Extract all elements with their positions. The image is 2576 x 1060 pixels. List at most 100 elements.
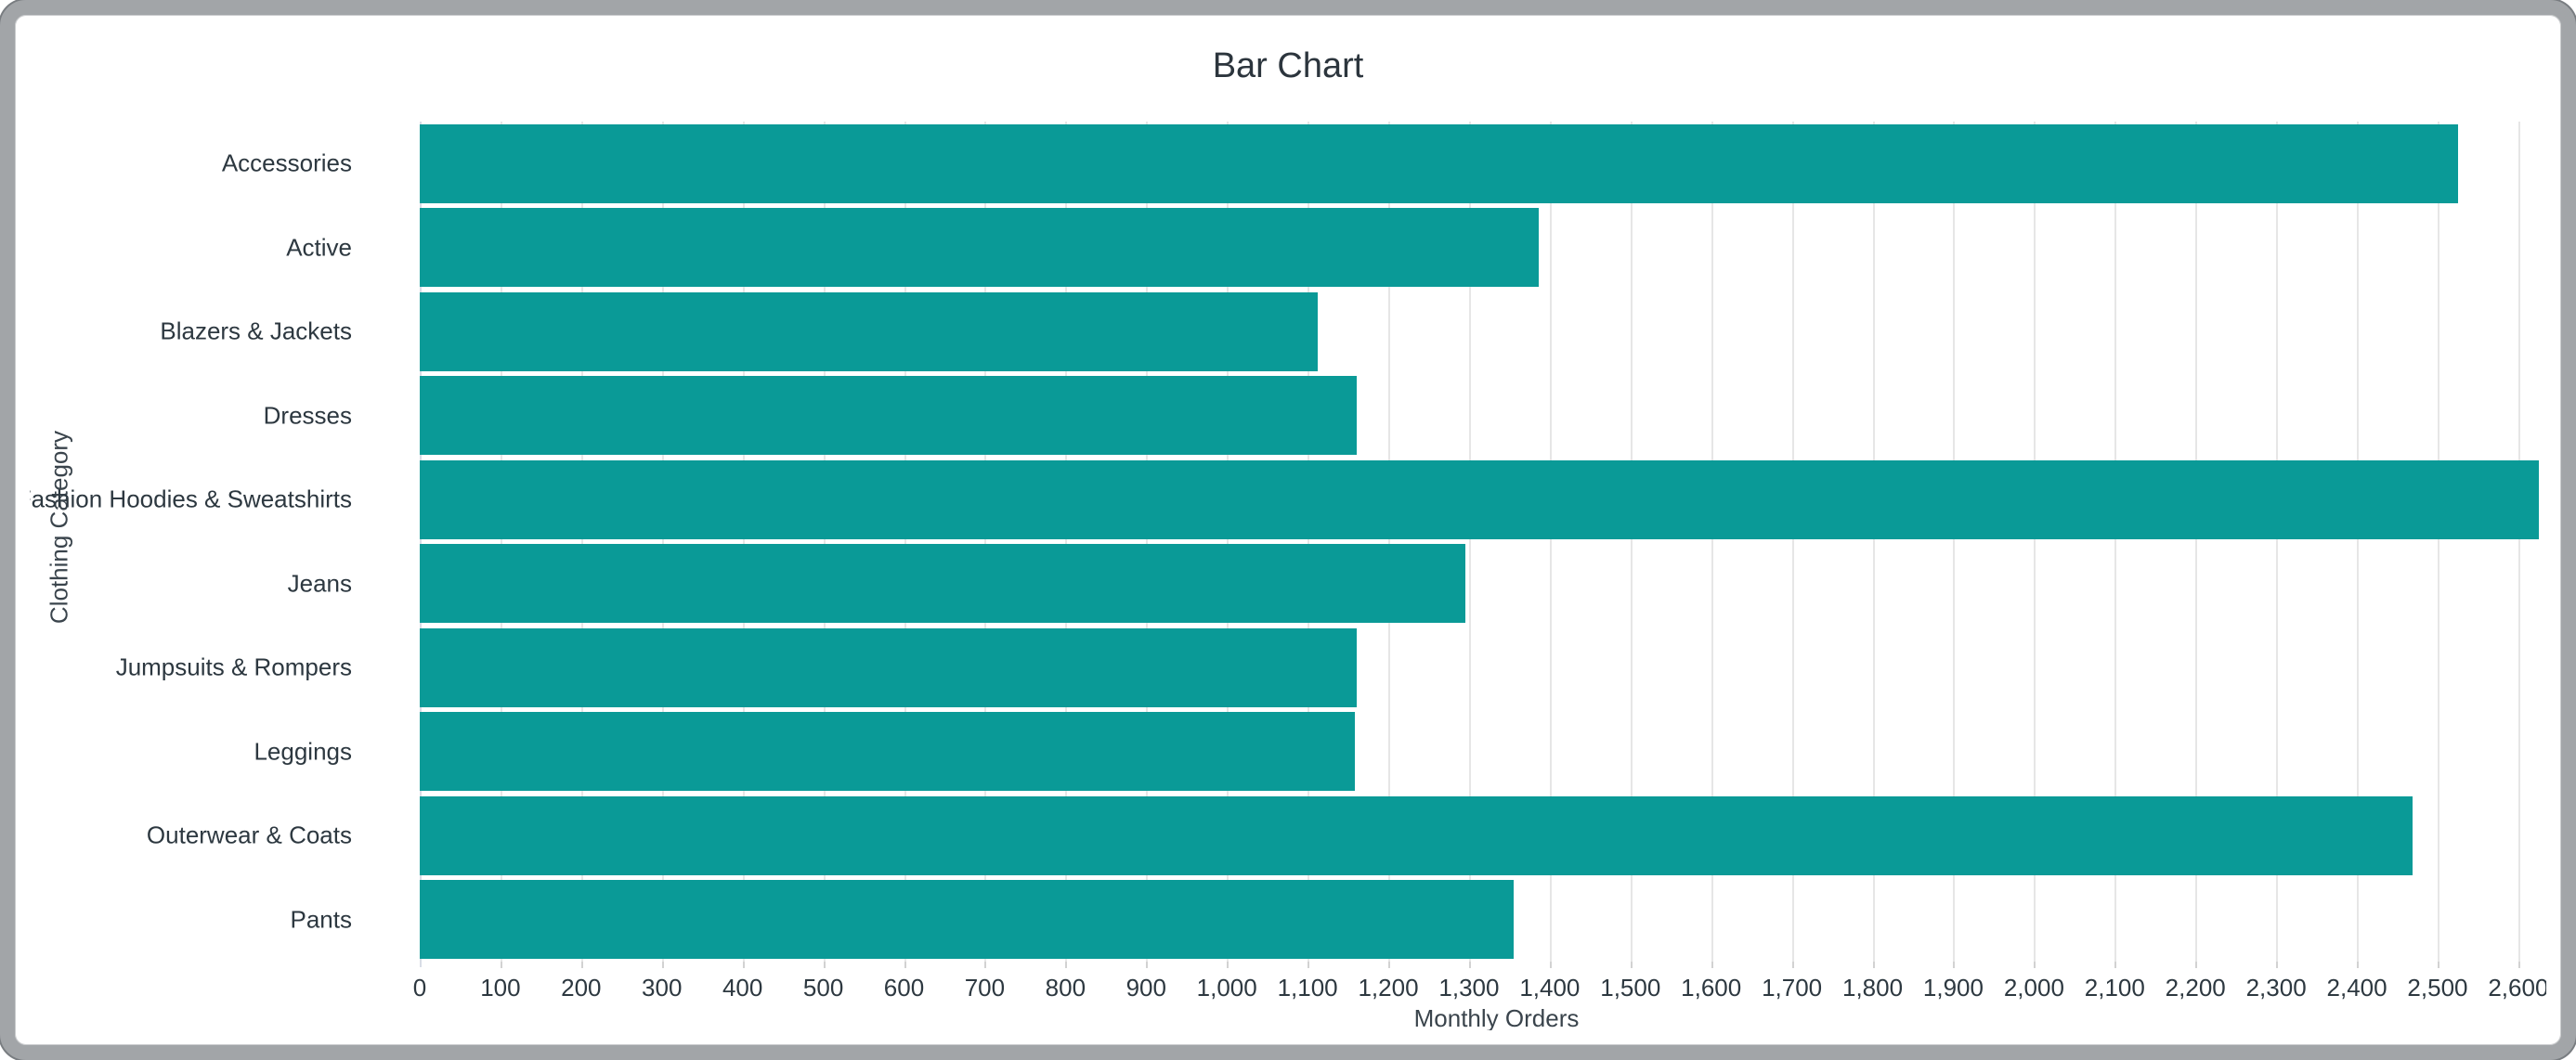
x-tick-mark [2114, 962, 2117, 968]
x-tick-mark [2517, 962, 2520, 968]
gridline [2437, 122, 2439, 962]
x-tick-label: 0 [412, 974, 427, 1002]
x-tick-label: 1,200 [1358, 974, 1419, 1002]
bar-jeans [420, 544, 1465, 624]
x-tick-mark [984, 962, 987, 968]
x-tick-label: 1,000 [1196, 974, 1257, 1002]
bar-active [420, 208, 1539, 288]
x-tick-mark [1711, 962, 1713, 968]
x-tick-mark [1227, 962, 1229, 968]
x-tick-mark [1549, 962, 1552, 968]
x-tick-label: 2,300 [2245, 974, 2307, 1002]
x-tick-label: 2,100 [2084, 974, 2145, 1002]
x-tick-label: 900 [1125, 974, 1166, 1002]
bar-fashion-hoodies-sweatshirts [420, 459, 2540, 539]
x-tick-label: 2,200 [2165, 974, 2226, 1002]
bar-pants [420, 880, 1514, 960]
x-tick-mark [2437, 962, 2439, 968]
x-tick-mark [661, 962, 664, 968]
gridline [2276, 122, 2279, 962]
bar-dresses [420, 376, 1358, 456]
bar-outerwear-coats [420, 795, 2413, 875]
x-tick-label: 1,300 [1438, 974, 1500, 1002]
x-axis-title: Monthly Orders [1413, 1004, 1580, 1030]
x-tick-label: 1,500 [1600, 974, 1661, 1002]
bar-chart: Bar Chart 0 100 200 300 400 500 600 700 800 900 1,… [30, 30, 2546, 1030]
x-tick-label: 1,700 [1762, 974, 1823, 1002]
gridline [2517, 122, 2520, 962]
y-tick-label: Leggings [254, 737, 352, 766]
y-tick-label: Fashion Hoodies & Sweatshirts [30, 485, 352, 513]
gridline [2195, 122, 2198, 962]
x-tick-label: 2,500 [2407, 974, 2468, 1002]
x-tick-label: 300 [642, 974, 683, 1002]
bar-accessories [420, 123, 2458, 203]
x-tick-label: 400 [722, 974, 763, 1002]
x-tick-mark [823, 962, 826, 968]
gridline [1308, 122, 1310, 962]
x-tick-mark [1468, 962, 1471, 968]
x-tick-mark [500, 962, 502, 968]
x-tick-label: 2,400 [2326, 974, 2387, 1002]
x-tick-label: 2,000 [2003, 974, 2064, 1002]
gridline [1630, 122, 1633, 962]
x-tick-mark [2357, 962, 2360, 968]
bar-blazers-jackets [420, 291, 1318, 371]
y-tick-label: Jumpsuits & Rompers [115, 653, 352, 681]
gridline [823, 122, 826, 962]
gridline [2357, 122, 2360, 962]
gridline [1468, 122, 1471, 962]
y-tick-label: Outerwear & Coats [146, 821, 352, 849]
x-tick-mark [1791, 962, 1794, 968]
gridline [1953, 122, 1956, 962]
gridline [2034, 122, 2036, 962]
gridline [1065, 122, 1068, 962]
gridline [984, 122, 987, 962]
gridline [1549, 122, 1552, 962]
gridline [2114, 122, 2117, 962]
gridline [1791, 122, 1794, 962]
x-tick-mark [1308, 962, 1310, 968]
y-tick-label: Pants [290, 905, 353, 934]
bar-jumpsuits-rompers [420, 627, 1358, 707]
x-tick-mark [1630, 962, 1633, 968]
y-axis-title: Clothing Category [45, 430, 73, 625]
x-tick-label: 1,900 [1922, 974, 1984, 1002]
x-tick-label: 200 [561, 974, 602, 1002]
x-tick-label: 2,600 [2488, 974, 2546, 1002]
gridline [742, 122, 745, 962]
y-tick-label: Dresses [263, 401, 352, 430]
x-tick-label: 1,100 [1277, 974, 1338, 1002]
x-tick-label: 1,400 [1519, 974, 1581, 1002]
x-tick-mark [742, 962, 745, 968]
bar-leggings [420, 712, 1355, 792]
y-tick-label: Accessories [221, 149, 352, 177]
x-tick-label: 600 [883, 974, 925, 1002]
x-tick-mark [2195, 962, 2198, 968]
x-tick-label: 100 [480, 974, 521, 1002]
x-tick-label: 700 [964, 974, 1006, 1002]
x-tick-label: 1,800 [1841, 974, 1904, 1002]
gridline [904, 122, 906, 962]
y-tick-label: Jeans [287, 569, 352, 598]
gridline [1146, 122, 1149, 962]
gridline [1388, 122, 1391, 962]
x-tick-label: 500 [802, 974, 844, 1002]
x-tick-mark [580, 962, 583, 968]
gridline [1227, 122, 1229, 962]
x-tick-mark [904, 962, 906, 968]
y-tick-label: Blazers & Jackets [160, 317, 352, 345]
gridline [500, 122, 502, 962]
x-tick-label: 800 [1045, 974, 1086, 1002]
x-tick-mark [1953, 962, 1956, 968]
x-tick-mark [1388, 962, 1391, 968]
gridline [661, 122, 664, 962]
gridline [580, 122, 583, 962]
gridline [1872, 122, 1875, 962]
x-tick-mark [1065, 962, 1068, 968]
y-tick-label: Active [286, 233, 352, 262]
x-tick-mark [1146, 962, 1149, 968]
chart-title: Bar Chart [1212, 46, 1364, 85]
